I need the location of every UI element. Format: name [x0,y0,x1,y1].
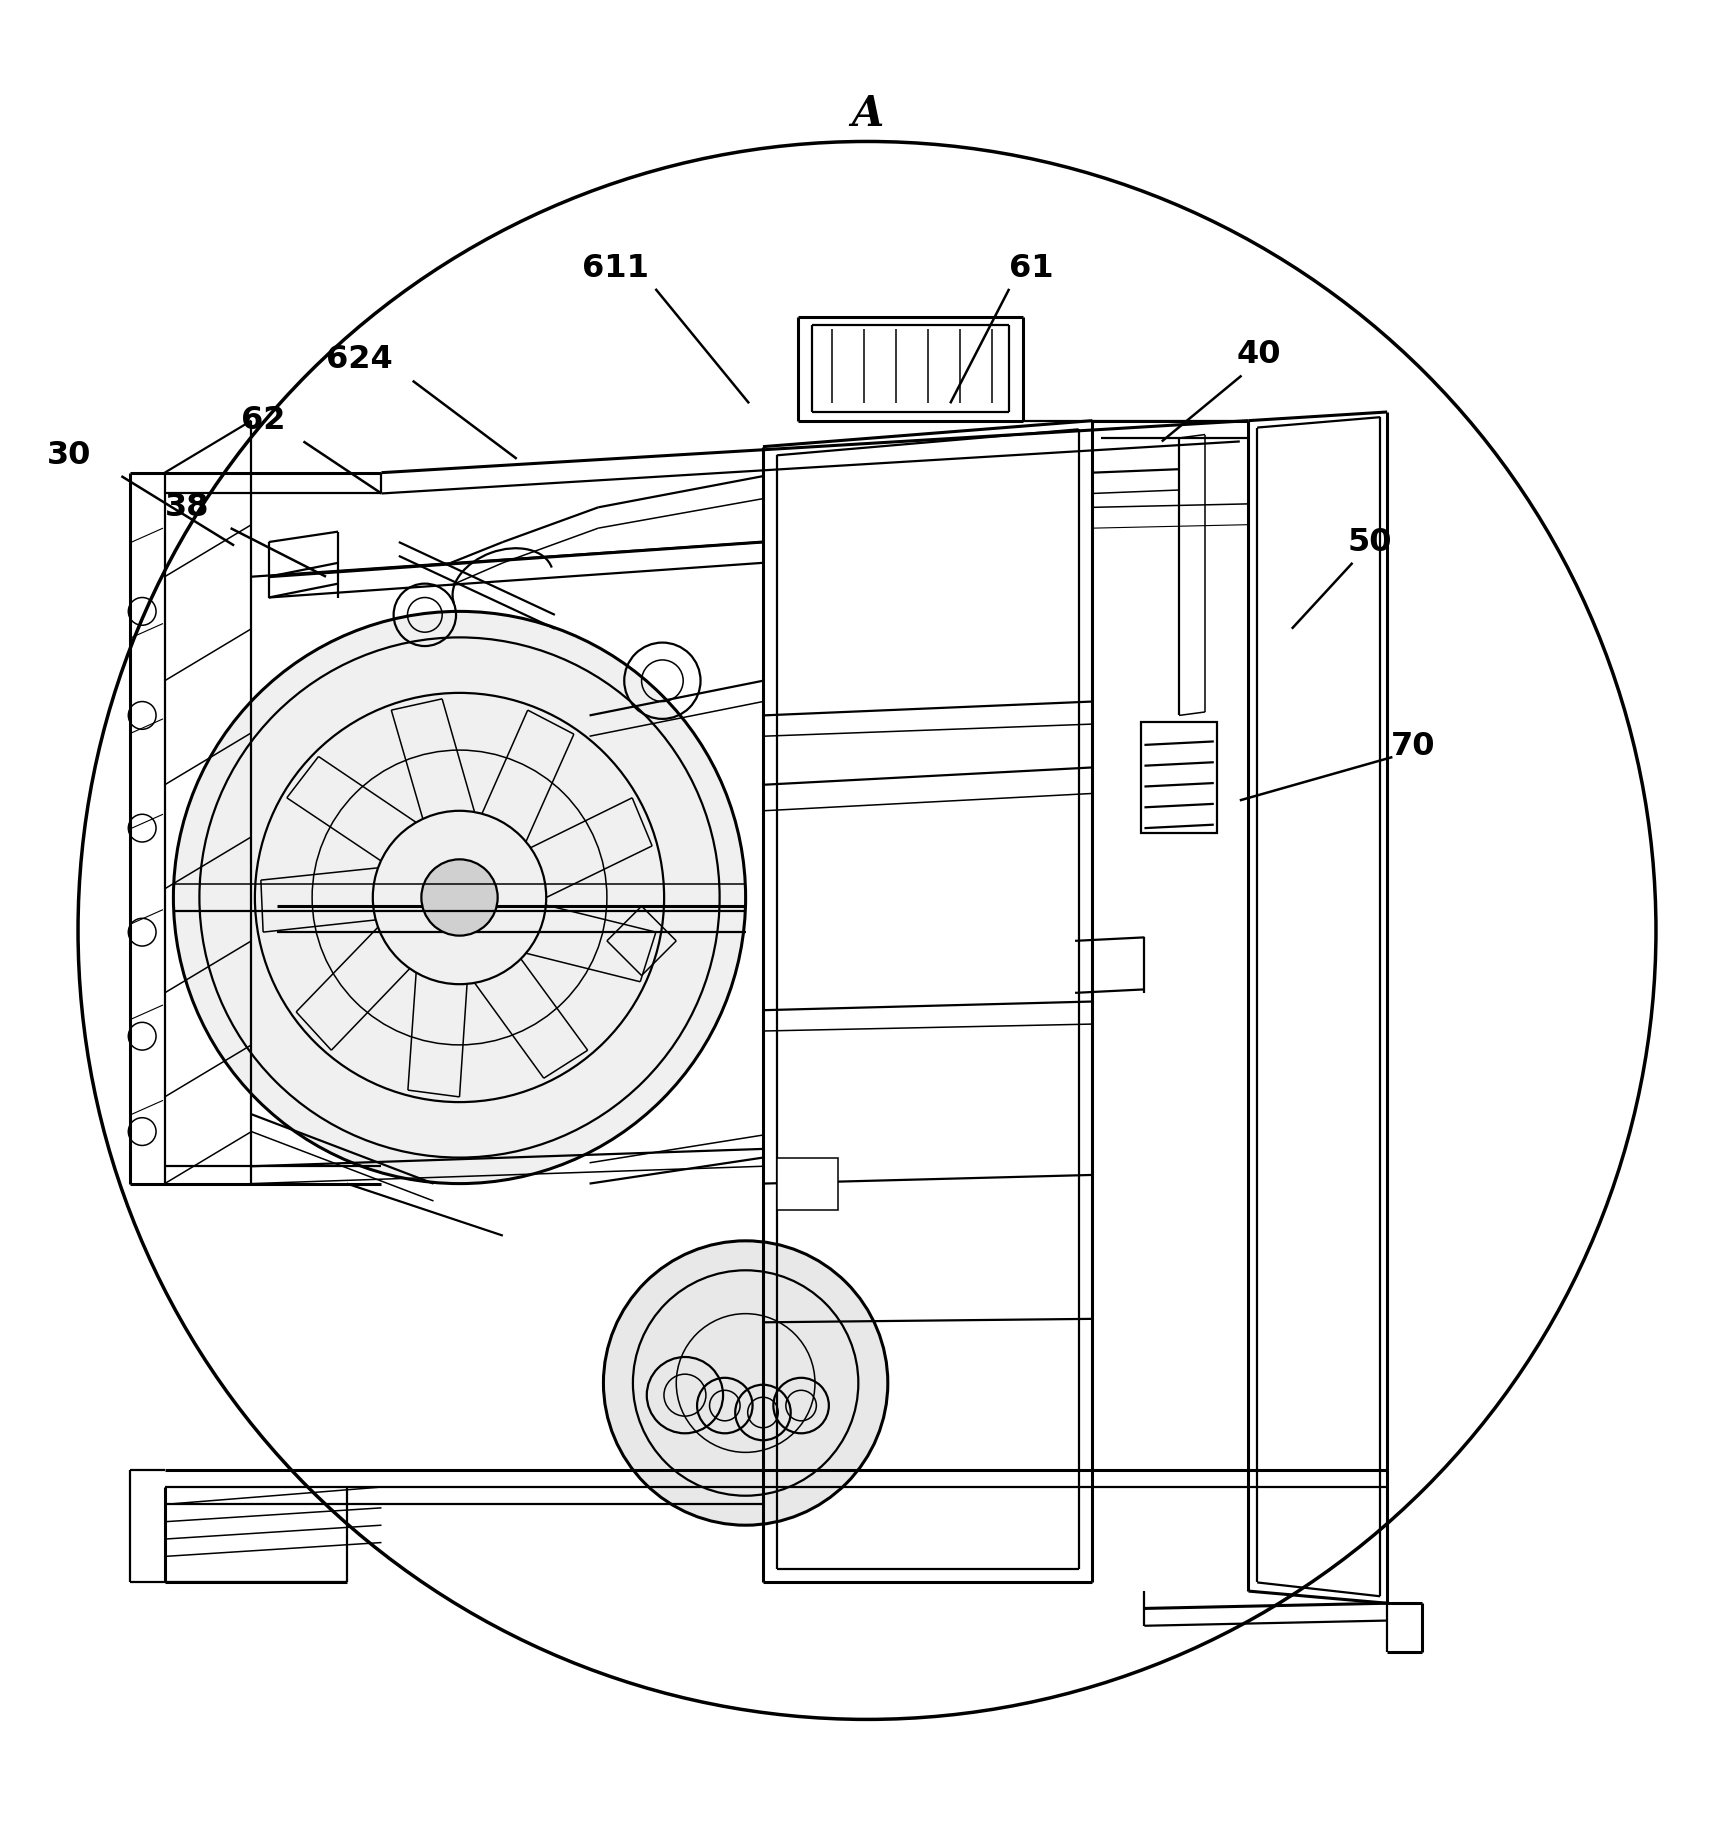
Bar [1141,722,1217,833]
Text: 611: 611 [583,253,649,284]
Text: 50: 50 [1347,526,1392,558]
Text: 38: 38 [165,491,210,523]
Text: 62: 62 [241,404,286,436]
Circle shape [603,1241,888,1526]
Text: 70: 70 [1391,731,1436,763]
Text: 624: 624 [326,344,392,375]
Bar [777,1158,838,1210]
Text: 61: 61 [1009,253,1054,284]
Circle shape [173,611,746,1184]
Text: A: A [851,92,883,135]
Text: 30: 30 [47,440,92,471]
Text: 40: 40 [1236,340,1281,369]
Circle shape [421,859,498,936]
